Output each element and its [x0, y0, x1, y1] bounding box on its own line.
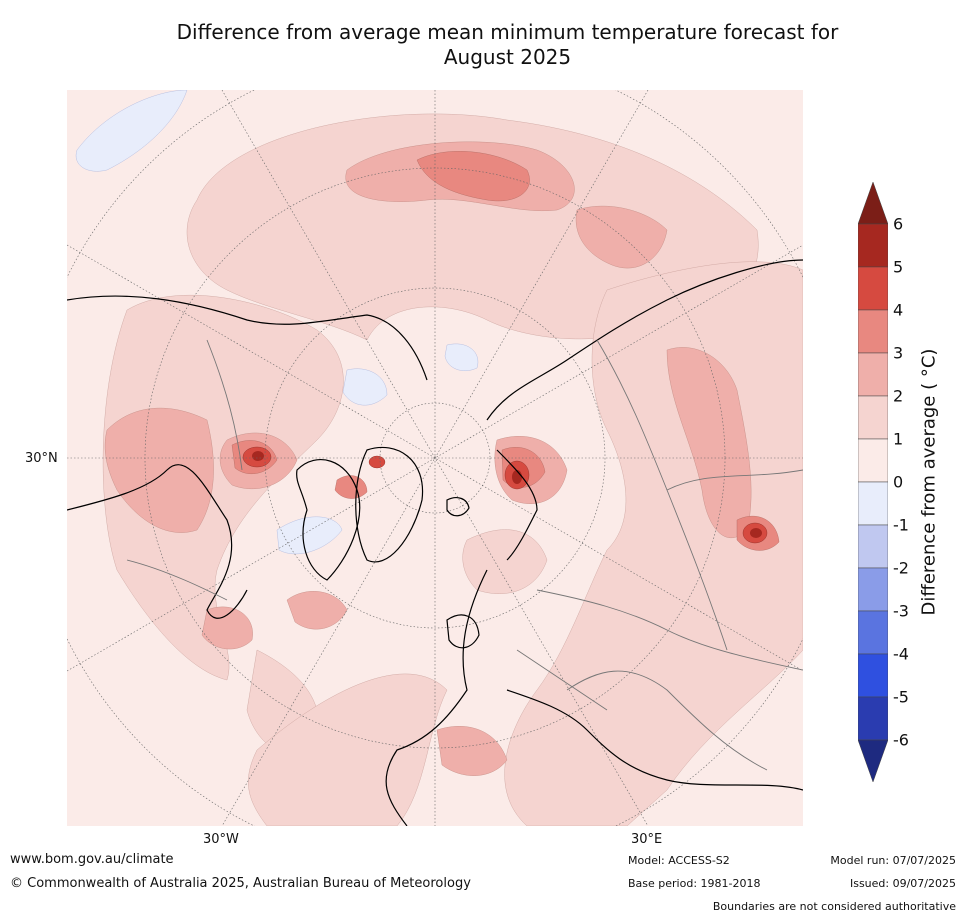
colorbar-tick-label: 1 — [893, 429, 904, 449]
model-run-text: Model run: 07/07/2025 — [830, 854, 956, 867]
colorbar-extend-high — [858, 182, 888, 225]
colorbar-tick-label: -4 — [893, 644, 909, 664]
colorbar-segment — [858, 309, 888, 354]
colorbar-segment — [858, 352, 888, 397]
country-boundaries — [126, 339, 803, 771]
lon-label-30w: 30°W — [203, 832, 239, 847]
colorbar-segment — [858, 653, 888, 698]
colorbar-tick-label: -2 — [893, 558, 909, 578]
colorbar-segment — [858, 223, 888, 268]
title-line-2: August 2025 — [443, 45, 572, 69]
title-line-1: Difference from average mean minimum tem… — [176, 20, 839, 44]
colorbar-segment — [858, 524, 888, 569]
colorbar — [858, 182, 888, 782]
anomaly-field-neg-1-0 — [75, 90, 479, 555]
colorbar-segment — [858, 266, 888, 311]
colorbar-tick-label: -1 — [893, 515, 909, 535]
colorbar-tick-label: 6 — [893, 214, 904, 234]
colorbar-tick-label: 0 — [893, 472, 904, 492]
colorbar-tick-label: -6 — [893, 730, 909, 750]
model-text: Model: ACCESS-S2 — [628, 854, 730, 867]
graticule — [67, 90, 803, 826]
colorbar-segment — [858, 395, 888, 440]
colorbar-segment — [858, 610, 888, 655]
colorbar-segment — [858, 696, 888, 741]
colorbar-tick-label: -5 — [893, 687, 909, 707]
colorbar-extend-low — [858, 739, 888, 782]
forecast-map — [67, 90, 803, 826]
disclaimer-text: Boundaries are not considered authoritat… — [712, 900, 956, 913]
base-period-text: Base period: 1981-2018 — [628, 877, 761, 890]
map-canvas — [67, 90, 803, 826]
colorbar-segment — [858, 481, 888, 526]
map-title: Difference from average mean minimum tem… — [60, 20, 955, 70]
colorbar-tick-label: 3 — [893, 343, 904, 363]
lat-label-30n: 30°N — [25, 451, 58, 466]
colorbar-segment — [858, 438, 888, 483]
colorbar-segment — [858, 567, 888, 612]
colorbar-tick-label: -3 — [893, 601, 909, 621]
copyright-text: © Commonwealth of Australia 2025, Austra… — [10, 876, 471, 891]
colorbar-segments — [858, 223, 888, 741]
colorbar-tick-label: 2 — [893, 386, 904, 406]
colorbar-tick-label: 5 — [893, 257, 904, 277]
colorbar-tick-label: 4 — [893, 300, 904, 320]
website-text: www.bom.gov.au/climate — [10, 852, 174, 867]
colorbar-label: Difference from average ( °C) — [918, 348, 940, 616]
lon-label-30e: 30°E — [631, 832, 663, 847]
coastlines — [67, 259, 803, 826]
issued-text: Issued: 09/07/2025 — [849, 877, 956, 890]
anomaly-field-2-3 — [104, 141, 752, 776]
